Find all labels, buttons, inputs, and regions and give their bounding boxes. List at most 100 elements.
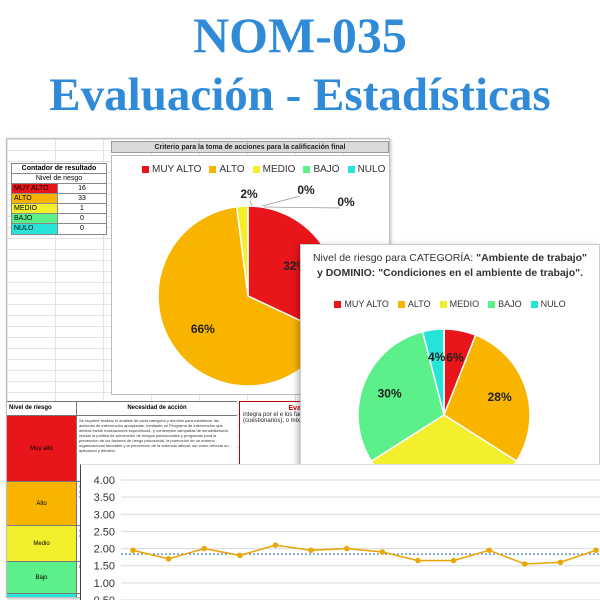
series-point xyxy=(130,547,136,554)
pie-leader-line xyxy=(261,195,301,207)
pie-data-label: 66% xyxy=(191,322,215,336)
y-tick-label: 0.50 xyxy=(94,595,115,600)
spreadsheet-window: Criterio para la toma de acciones para l… xyxy=(6,138,390,598)
criteria-col-action: Necesidad de acción xyxy=(127,405,187,411)
counter-count: 1 xyxy=(80,205,84,212)
series-line xyxy=(132,544,597,565)
pie-data-label: 28% xyxy=(488,390,512,404)
line-chart-card: 4.00 3.50 3.00 2.50 2.00 1.50 1.00 0.50 xyxy=(80,464,600,600)
criteria-level: Alto xyxy=(7,482,77,525)
line-chart-svg: 4.00 3.50 3.00 2.50 2.00 1.50 1.00 0.50 xyxy=(94,475,600,600)
criteria-description: Se requiere realizar el análisis de cada… xyxy=(79,418,230,453)
page-title-line2: Evaluación - Estadísticas xyxy=(49,69,551,121)
legend-label: MEDIO xyxy=(262,164,296,175)
counter-row: BAJO 0 xyxy=(12,214,106,224)
pie-slice xyxy=(157,205,331,387)
y-tick-label: 1.50 xyxy=(94,561,115,573)
pie-data-label: 2% xyxy=(240,187,258,201)
pie-data-label: 4% xyxy=(428,350,446,364)
legend-swatch xyxy=(488,300,496,308)
legend-swatch xyxy=(347,166,355,173)
counter-row: ALTO 33 xyxy=(12,194,106,204)
y-tick-label: 4.00 xyxy=(94,475,115,487)
page-title-line1: NOM-035 xyxy=(193,7,407,63)
legend-swatch xyxy=(252,166,260,173)
category-pie-title-bold: "Ambiente de trabajo" y DOMINIO: "Condic… xyxy=(316,252,588,279)
y-tick-label: 2.00 xyxy=(94,544,115,556)
legend-label: MEDIO xyxy=(449,299,480,309)
series-point xyxy=(557,559,564,566)
pie-slice xyxy=(357,330,445,463)
counter-row: NULO 0 xyxy=(12,224,106,234)
legend-label: MUY ALTO xyxy=(152,164,202,175)
counter-count: 0 xyxy=(80,225,84,232)
counter-count: 0 xyxy=(80,215,84,222)
sheet-header: Criterio para la toma de acciones para l… xyxy=(111,141,389,153)
legend-label: MUY ALTO xyxy=(344,299,389,309)
counter-level: MUY ALTO xyxy=(12,184,58,193)
criteria-row: Muy alto Se requiere realizar el análisis… xyxy=(7,416,237,482)
counter-level: MEDIO xyxy=(12,204,58,213)
criteria-level: Medio xyxy=(7,526,77,561)
result-counter-table: Contador de resultado Nivel de riesgo MU… xyxy=(11,163,107,235)
pie-data-label: 6% xyxy=(446,351,464,365)
legend-item: MUY ALTO xyxy=(334,299,389,309)
legend-swatch xyxy=(209,166,217,173)
pie-data-label: 0% xyxy=(337,195,355,209)
legend-label: NULO xyxy=(540,299,566,309)
legend-label: BAJO xyxy=(498,299,522,309)
pie-slice xyxy=(443,334,531,463)
legend-swatch xyxy=(530,300,538,308)
counter-subtitle: Nivel de riesgo xyxy=(12,174,106,184)
counter-level: NULO xyxy=(12,224,58,234)
counter-count: 16 xyxy=(78,185,86,192)
legend-item: MEDIO xyxy=(439,299,480,309)
legend-item: MEDIO xyxy=(252,164,296,175)
pie-leader-line xyxy=(249,200,253,207)
pie-leader-line xyxy=(263,206,341,209)
series-point xyxy=(521,561,528,567)
legend-item: NULO xyxy=(347,164,386,175)
category-pie-title-plain: Nivel de riesgo para CATEGORÍA: xyxy=(312,252,477,264)
legend-item: BAJO xyxy=(303,164,340,175)
series-point xyxy=(272,542,279,548)
pie-data-label: 0% xyxy=(297,183,315,197)
legend-label: BAJO xyxy=(313,164,340,175)
series-point xyxy=(379,549,386,555)
legend-swatch xyxy=(142,166,149,173)
legend-item: ALTO xyxy=(209,164,245,175)
legend-item: BAJO xyxy=(488,299,522,309)
legend-label: ALTO xyxy=(219,164,245,175)
series-point xyxy=(415,557,421,564)
series-point xyxy=(343,545,350,552)
pie-slice xyxy=(235,205,249,297)
counter-row: MUY ALTO 16 xyxy=(12,184,106,194)
counter-level: ALTO xyxy=(12,194,58,203)
series-point xyxy=(201,545,208,552)
y-tick-label: 3.50 xyxy=(94,492,115,504)
category-pie-legend: MUY ALTO ALTO MEDIO BAJO NULO xyxy=(301,299,599,309)
criteria-level: Muy alto xyxy=(7,416,77,481)
series-point xyxy=(593,547,599,554)
counter-row: MEDIO 1 xyxy=(12,204,106,214)
counter-level: BAJO xyxy=(12,214,58,223)
series-point xyxy=(165,556,172,562)
overall-pie-legend: MUY ALTO ALTO MEDIO BAJO NULO xyxy=(142,164,385,175)
y-tick-label: 1.00 xyxy=(94,578,115,590)
y-tick-label: 3.00 xyxy=(94,509,115,521)
legend-label: NULO xyxy=(357,164,386,175)
counter-title: Contador de resultado xyxy=(12,164,106,174)
legend-swatch xyxy=(303,166,311,173)
category-pie-title: Nivel de riesgo para CATEGORÍA: "Ambient… xyxy=(309,251,591,281)
pie-data-label: 30% xyxy=(378,386,402,400)
legend-item: MUY ALTO xyxy=(142,164,201,175)
series-point xyxy=(450,557,457,564)
legend-swatch xyxy=(397,300,405,308)
series-point xyxy=(308,547,314,554)
legend-swatch xyxy=(334,300,342,308)
y-tick-label: 2.50 xyxy=(94,526,115,538)
pie-slice xyxy=(421,328,445,416)
criteria-col-level: Nivel de riesgo xyxy=(7,402,77,415)
legend-swatch xyxy=(439,300,447,308)
criteria-level: Bajo xyxy=(7,562,77,593)
